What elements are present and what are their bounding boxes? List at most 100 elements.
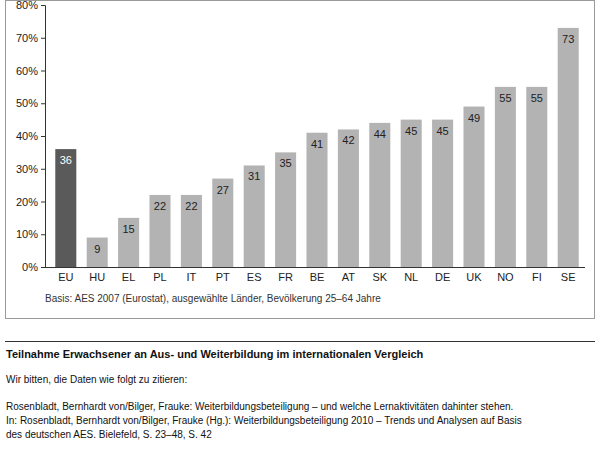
bar <box>401 120 422 267</box>
data-label: 55 <box>499 92 511 104</box>
data-labels: 36 9 15 22 22 27 31 35 41 42 44 45 45 49 55 55 73 <box>60 33 575 255</box>
y-tick: 60% <box>16 65 45 77</box>
y-tick-mark <box>41 5 45 6</box>
x-tick-label: SE <box>561 271 576 283</box>
y-tick-label: 60% <box>16 65 38 77</box>
y-tick-mark <box>41 169 45 170</box>
bar <box>275 152 296 267</box>
annotation: Rosenbladt, Bernhardt von/Bilger, Frauke… <box>6 401 513 412</box>
x-tick: ES <box>247 267 262 283</box>
x-tick: SK <box>372 267 387 283</box>
x-tick: BE <box>310 267 325 283</box>
x-tick-label: FR <box>278 271 293 283</box>
annotation: des deutschen AES. Bielefeld, S. 23–48, … <box>6 429 212 440</box>
x-tick: PT <box>216 267 230 283</box>
data-label: 41 <box>311 138 323 150</box>
x-tick-label: HU <box>89 271 105 283</box>
bar <box>244 165 265 267</box>
data-label: 15 <box>122 223 134 235</box>
y-tick-label: 0% <box>22 261 38 273</box>
annotation: In: Rosenbladt, Bernhardt von/Bilger, Fr… <box>6 415 522 426</box>
bar <box>118 218 139 267</box>
x-axis-line <box>45 267 585 268</box>
y-tick: 30% <box>16 163 45 175</box>
x-tick: NO <box>497 267 514 283</box>
y-tick-mark <box>41 136 45 137</box>
data-label: 45 <box>405 125 417 137</box>
bar <box>463 107 484 267</box>
x-tick: EL <box>122 267 135 283</box>
data-label: 27 <box>217 184 229 196</box>
x-tick-label: SK <box>372 271 387 283</box>
x-tick-label: EU <box>58 271 73 283</box>
x-tick: NL <box>404 267 418 283</box>
y-tick-label: 80% <box>16 0 38 11</box>
x-tick: FI <box>532 267 542 283</box>
y-tick: 70% <box>16 32 45 44</box>
data-label: 42 <box>342 134 354 146</box>
x-tick: FR <box>278 267 293 283</box>
note: Basis: AES 2007 (Eurostat), ausgewählte … <box>45 293 381 304</box>
x-tick-label: NL <box>404 271 418 283</box>
bar <box>495 87 516 267</box>
x-tick: HU <box>89 267 105 283</box>
data-label: 9 <box>94 243 100 255</box>
x-tick-label: UK <box>466 271 482 283</box>
x-tick: UK <box>466 267 482 283</box>
data-label: 49 <box>468 112 480 124</box>
bar <box>558 28 579 267</box>
y-tick: 80% <box>16 0 45 11</box>
y-tick-label: 70% <box>16 32 38 44</box>
y-tick-mark <box>41 202 45 203</box>
data-label: 45 <box>436 125 448 137</box>
y-tick-label: 20% <box>16 196 38 208</box>
bars <box>55 28 578 267</box>
bar <box>87 238 108 267</box>
y-tick-label: 10% <box>16 228 38 240</box>
y-tick-mark <box>41 38 45 39</box>
x-tick-label: BE <box>310 271 325 283</box>
y-tick-label: 50% <box>16 97 38 109</box>
data-label: 22 <box>154 200 166 212</box>
title: Teilnahme Erwachsener an Aus- und Weiter… <box>6 348 424 360</box>
y-axis-line <box>41 6 46 268</box>
data-label: 73 <box>562 33 574 45</box>
x-tick-label: AT <box>342 271 356 283</box>
y-tick: 40% <box>16 130 45 142</box>
bar <box>212 179 233 267</box>
x-tick-label: DE <box>435 271 450 283</box>
data-label: 44 <box>374 128 386 140</box>
y-tick-mark <box>41 234 45 235</box>
separator <box>5 341 595 342</box>
x-tick-label: PL <box>153 271 166 283</box>
data-label: 31 <box>248 170 260 182</box>
x-tick: PL <box>153 267 166 283</box>
x-tick: AT <box>342 267 356 283</box>
data-label: 55 <box>531 92 543 104</box>
bar <box>306 133 327 267</box>
x-tick: DE <box>435 267 450 283</box>
annotation: Wir bitten, die Daten wie folgt zu zitie… <box>6 374 187 385</box>
y-tick-mark <box>41 71 45 72</box>
y-tick: 20% <box>16 196 45 208</box>
x-tick-label: IT <box>187 271 197 283</box>
x-tick-label: ES <box>247 271 262 283</box>
chart: 0%10%20%30%40%50%60%70%80%36915222227313… <box>0 0 600 468</box>
chart-frame <box>6 1 595 319</box>
bar <box>369 123 390 267</box>
x-tick: EU <box>58 267 73 283</box>
x-tick: SE <box>561 267 576 283</box>
y-tick-mark <box>41 103 45 104</box>
y-axis: 0% 10% 20% 30% 40% 50% 60% 70% 80% <box>16 0 46 273</box>
y-tick-label: 40% <box>16 130 38 142</box>
data-label: 22 <box>185 200 197 212</box>
data-label: 36 <box>60 154 72 166</box>
data-label: 35 <box>279 157 291 169</box>
bar <box>181 195 202 267</box>
y-tick-label: 30% <box>16 163 38 175</box>
y-tick-mark <box>41 267 45 268</box>
x-axis: EU HU EL PL IT PT ES FR BE AT SK NL DE UK NO FI SE <box>45 267 585 283</box>
x-tick: IT <box>187 267 197 283</box>
bar <box>432 120 453 267</box>
x-tick-label: FI <box>532 271 542 283</box>
